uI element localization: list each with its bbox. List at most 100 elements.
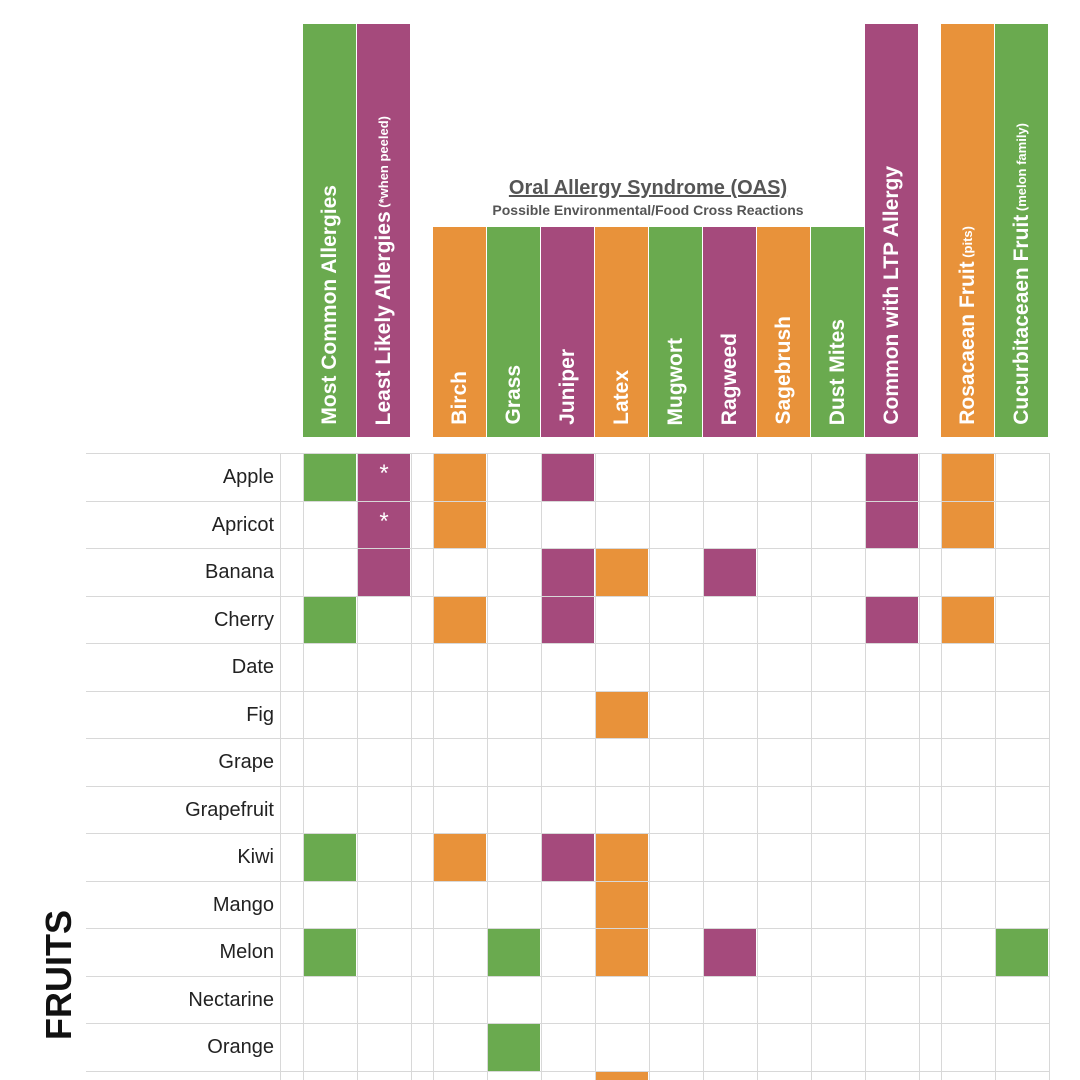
column-header-label: Birch <box>448 363 471 437</box>
table-cell-marked: * <box>358 454 410 501</box>
table-cell-marked: * <box>358 501 410 548</box>
column-divider <box>941 453 942 1080</box>
column-divider <box>595 453 596 1080</box>
asterisk-mark: * <box>379 460 389 487</box>
table-cell-marked <box>542 549 594 596</box>
column-header-text: Birch <box>448 371 471 425</box>
table-cell-marked <box>942 501 994 548</box>
column-header-label: Grass <box>502 357 525 437</box>
table-cell-marked <box>434 596 486 643</box>
row-label: Cherry <box>213 608 274 631</box>
table-cell-marked <box>488 929 540 976</box>
row-divider <box>86 501 1049 502</box>
column-header-label: Most Common Allergies <box>318 177 341 437</box>
table-cell-marked <box>596 549 648 596</box>
column-divider <box>919 453 920 1080</box>
table-cell-marked <box>434 501 486 548</box>
row-label: Fig <box>246 703 274 726</box>
table-cell-marked <box>542 454 594 501</box>
column-divider <box>995 453 996 1080</box>
column-header-text: Dust Mites <box>826 318 849 425</box>
row-divider <box>86 453 1049 454</box>
row-label: Melon <box>219 941 274 963</box>
row-label: Grapefruit <box>185 798 274 821</box>
row-divider <box>86 1071 1049 1072</box>
column-header-text: Least Likely Allergies <box>372 211 395 425</box>
column-header: Dust Mites <box>811 227 864 437</box>
column-header-text: Sagebrush <box>772 316 795 425</box>
table-cell-marked <box>434 454 486 501</box>
column-divider <box>757 453 758 1080</box>
table-cell-marked <box>704 549 756 596</box>
table-cell-marked <box>304 596 356 643</box>
column-header: Sagebrush <box>757 227 810 437</box>
column-header-text: Ragweed <box>718 332 741 425</box>
column-header: Mugwort <box>649 227 702 437</box>
table-cell-marked <box>542 834 594 881</box>
oas-subtitle: Possible Environmental/Food Cross Reacti… <box>492 202 804 218</box>
column-header-label: Latex <box>610 362 633 437</box>
column-header-label: Sagebrush <box>772 308 795 437</box>
column-header-label: Rosacaean Fruit (pits) <box>956 218 979 437</box>
column-divider <box>649 453 650 1080</box>
column-divider <box>280 453 281 1080</box>
column-divider <box>1049 453 1050 1080</box>
column-header: Rosacaean Fruit (pits) <box>941 24 994 437</box>
table-cell-marked <box>304 454 356 501</box>
column-header-text: Latex <box>610 370 633 425</box>
table-cell-marked <box>542 596 594 643</box>
column-header-text: Grass <box>502 365 525 425</box>
column-divider <box>487 453 488 1080</box>
table-cell-marked <box>434 834 486 881</box>
table-cell-marked <box>596 834 648 881</box>
column-header-text: Juniper <box>556 349 579 425</box>
row-divider <box>86 976 1049 977</box>
column-header-text: Common with LTP Allergy <box>880 166 903 425</box>
row-label: Grape <box>218 751 274 773</box>
column-header: Birch <box>433 227 486 437</box>
column-divider <box>433 453 434 1080</box>
column-divider <box>811 453 812 1080</box>
row-divider <box>86 833 1049 834</box>
table-cell-marked <box>596 691 648 738</box>
column-header-text: Mugwort <box>664 337 687 425</box>
column-header-note: (melon family) <box>1014 123 1029 215</box>
table-cell-marked <box>942 454 994 501</box>
row-label: Apricot <box>211 513 274 536</box>
column-header-text: Rosacaean Fruit <box>956 261 979 425</box>
row-divider <box>86 643 1049 644</box>
row-divider <box>86 786 1049 787</box>
section-label: FRUITS <box>38 910 79 1040</box>
row-divider <box>86 1023 1049 1024</box>
row-label: Kiwi <box>237 846 274 868</box>
column-divider <box>703 453 704 1080</box>
column-header-note: (*when peeled) <box>376 115 391 211</box>
row-label: Apple <box>222 466 274 488</box>
row-label: Banana <box>205 561 274 583</box>
column-header: Grass <box>487 227 540 437</box>
table-cell-marked <box>304 834 356 881</box>
row-label: Nectarine <box>188 988 274 1011</box>
asterisk-mark: * <box>379 507 389 535</box>
column-header-label: Mugwort <box>664 330 687 437</box>
table-cell-marked <box>996 929 1048 976</box>
table-cell-marked <box>866 596 918 643</box>
row-divider <box>86 548 1049 549</box>
column-header-label: Juniper <box>556 341 579 437</box>
column-header: Most Common Allergies <box>303 24 356 437</box>
row-label: Orange <box>207 1036 274 1058</box>
row-divider <box>86 881 1049 882</box>
column-divider <box>357 453 358 1080</box>
table-cell-marked <box>704 929 756 976</box>
column-header-label: Least Likely Allergies (*when peeled) <box>372 108 395 437</box>
column-header: Common with LTP Allergy <box>865 24 918 437</box>
column-divider <box>865 453 866 1080</box>
table-cell-marked <box>596 1071 648 1080</box>
table-cell-marked <box>358 549 410 596</box>
table-cell-marked <box>596 929 648 976</box>
table-cell-marked <box>866 501 918 548</box>
row-divider <box>86 738 1049 739</box>
column-header: Latex <box>595 227 648 437</box>
table-cell-marked <box>304 929 356 976</box>
